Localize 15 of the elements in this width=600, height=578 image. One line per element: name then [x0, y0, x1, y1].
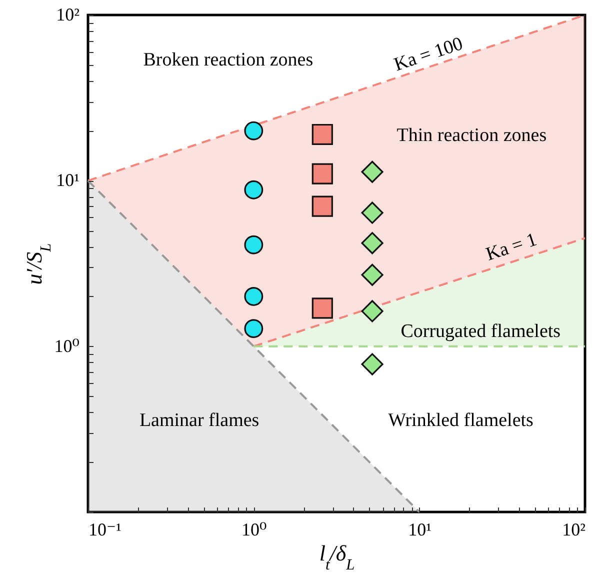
annotation: Ka = 100	[392, 33, 466, 76]
annotation: Broken reaction zones	[143, 50, 314, 71]
x-axis-title: l$_{t}$/δ$_{L}$	[319, 540, 355, 573]
y-tick-label: 10²	[56, 4, 80, 24]
x-tick-label: 10⁻¹	[88, 520, 122, 540]
annotation: Corrugated flamelets	[400, 321, 561, 342]
x-tick-label: 10²	[562, 520, 586, 540]
annotation: Wrinkled flamelets	[388, 410, 534, 432]
annotation: Thin reaction zones	[396, 124, 547, 146]
annotation: Ka = 1	[484, 229, 540, 266]
y-tick-label: 10¹	[56, 170, 80, 190]
x-tick-label: 10⁰	[242, 520, 267, 540]
x-tick-label: 10¹	[408, 520, 432, 540]
annotation: Laminar flames	[139, 410, 260, 432]
y-tick-label: 10⁰	[54, 336, 80, 356]
